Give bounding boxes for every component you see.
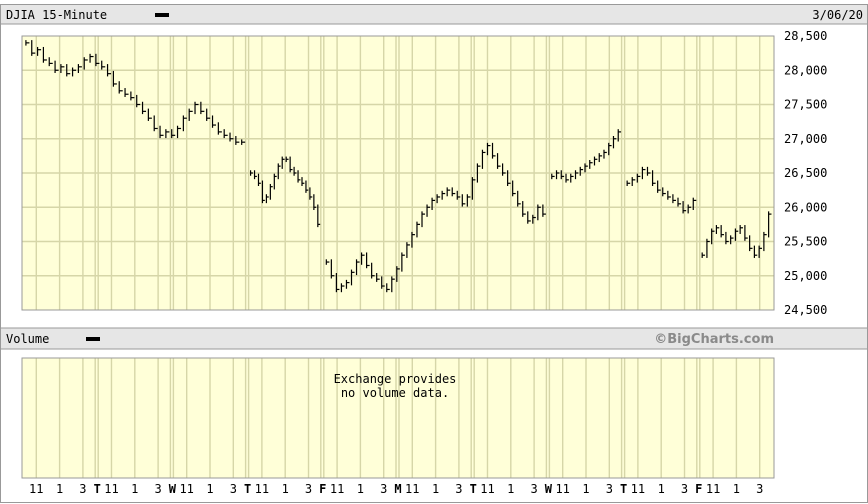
- x-tick-label: 3: [681, 482, 688, 496]
- volume-dash-icon: [86, 337, 100, 341]
- volume-title: Volume: [6, 332, 49, 346]
- price-session: [249, 156, 321, 228]
- x-tick-label: 3: [455, 482, 462, 496]
- x-tick-label: 3: [380, 482, 387, 496]
- x-tick-label: 3: [154, 482, 161, 496]
- x-tick-label: 11: [29, 482, 43, 496]
- price-grid: [22, 36, 774, 310]
- x-tick-label: 3: [606, 482, 613, 496]
- x-day-label: M: [394, 482, 401, 496]
- x-tick-label: 3: [230, 482, 237, 496]
- x-tick-label: 11: [555, 482, 569, 496]
- x-tick-label: 11: [480, 482, 494, 496]
- y-tick-label: 24,500: [784, 303, 827, 317]
- y-tick-label: 27,500: [784, 98, 827, 112]
- x-tick-label: 1: [582, 482, 589, 496]
- chart-date: 3/06/20: [812, 8, 863, 22]
- x-tick-label: 11: [104, 482, 118, 496]
- x-tick-label: 1: [56, 482, 63, 496]
- price-header-bar: [0, 4, 868, 24]
- title-dash-icon: [155, 13, 169, 17]
- y-axis: 28,500 28,000 27,500 27,000 26,500 26,000 25,5…: [784, 29, 827, 317]
- chart-title: DJIA 15-Minute: [6, 8, 107, 22]
- x-day-label: T: [620, 482, 627, 496]
- y-tick-label: 28,500: [784, 29, 827, 43]
- x-day-label: W: [169, 482, 177, 496]
- x-tick-label: 11: [179, 482, 193, 496]
- x-tick-label: 1: [131, 482, 138, 496]
- x-axis: 11 1 3 T 11 1 3 W 11 1 3 T 11 1 3 F 11 1 3 M 11 1 3 T 11 1 3 W 11 1 3 T…: [29, 482, 763, 496]
- no-volume-message-line2: no volume data.: [341, 386, 449, 400]
- x-day-label: F: [319, 482, 326, 496]
- watermark: ©BigCharts.com: [654, 332, 774, 347]
- y-tick-label: 28,000: [784, 63, 827, 77]
- price-session: [551, 129, 622, 183]
- volume-plot-area: [22, 358, 774, 478]
- x-tick-label: 3: [530, 482, 537, 496]
- x-tick-label: 1: [733, 482, 740, 496]
- x-tick-label: 11: [330, 482, 344, 496]
- y-tick-label: 25,000: [784, 269, 827, 283]
- x-day-label: T: [470, 482, 477, 496]
- x-tick-label: 11: [706, 482, 720, 496]
- x-tick-label: 3: [756, 482, 763, 496]
- x-tick-label: 1: [357, 482, 364, 496]
- y-tick-label: 27,000: [784, 132, 827, 146]
- price-plot-frame: [21, 35, 775, 311]
- x-day-label: F: [695, 482, 702, 496]
- x-day-label: T: [94, 482, 101, 496]
- y-tick-label: 25,500: [784, 235, 827, 249]
- y-tick-label: 26,500: [784, 166, 827, 180]
- x-tick-label: 1: [282, 482, 289, 496]
- x-tick-label: 1: [206, 482, 213, 496]
- x-tick-label: 1: [507, 482, 514, 496]
- price-session: [701, 211, 772, 258]
- x-tick-label: 3: [305, 482, 312, 496]
- x-day-label: W: [545, 482, 553, 496]
- x-day-label: T: [244, 482, 251, 496]
- x-tick-label: 11: [631, 482, 645, 496]
- x-tick-label: 3: [79, 482, 86, 496]
- y-tick-label: 26,000: [784, 200, 827, 214]
- volume-plot-frame: [21, 357, 775, 479]
- no-volume-message-line1: Exchange provides: [334, 372, 457, 386]
- price-session: [626, 166, 697, 214]
- price-session: [25, 40, 246, 145]
- x-tick-label: 1: [432, 482, 439, 496]
- volume-grid: [35, 358, 761, 478]
- price-series: [25, 40, 772, 293]
- x-tick-label: 1: [658, 482, 665, 496]
- x-tick-label: 11: [255, 482, 269, 496]
- volume-header-bar: [0, 328, 868, 349]
- price-session: [325, 142, 546, 293]
- x-tick-label: 11: [405, 482, 419, 496]
